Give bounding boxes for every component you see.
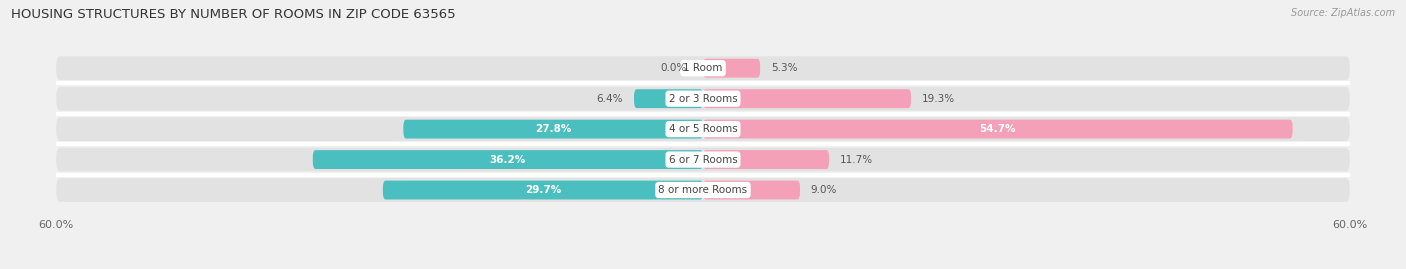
Text: HOUSING STRUCTURES BY NUMBER OF ROOMS IN ZIP CODE 63565: HOUSING STRUCTURES BY NUMBER OF ROOMS IN…: [11, 8, 456, 21]
Text: 29.7%: 29.7%: [524, 185, 561, 195]
Text: 1 Room: 1 Room: [683, 63, 723, 73]
Text: 9.0%: 9.0%: [811, 185, 837, 195]
FancyBboxPatch shape: [382, 180, 703, 200]
Text: 19.3%: 19.3%: [922, 94, 955, 104]
Text: 54.7%: 54.7%: [980, 124, 1017, 134]
FancyBboxPatch shape: [703, 150, 830, 169]
FancyBboxPatch shape: [404, 120, 703, 139]
Text: 5.3%: 5.3%: [770, 63, 797, 73]
FancyBboxPatch shape: [703, 180, 800, 200]
Text: 4 or 5 Rooms: 4 or 5 Rooms: [669, 124, 737, 134]
FancyBboxPatch shape: [56, 148, 1350, 171]
FancyBboxPatch shape: [634, 89, 703, 108]
Text: 0.0%: 0.0%: [661, 63, 688, 73]
Text: 8 or more Rooms: 8 or more Rooms: [658, 185, 748, 195]
FancyBboxPatch shape: [703, 59, 761, 78]
FancyBboxPatch shape: [56, 87, 1350, 111]
Text: 2 or 3 Rooms: 2 or 3 Rooms: [669, 94, 737, 104]
FancyBboxPatch shape: [312, 150, 703, 169]
FancyBboxPatch shape: [56, 56, 1350, 80]
FancyBboxPatch shape: [56, 178, 1350, 202]
Text: 27.8%: 27.8%: [534, 124, 571, 134]
Text: 6.4%: 6.4%: [596, 94, 623, 104]
Text: Source: ZipAtlas.com: Source: ZipAtlas.com: [1291, 8, 1395, 18]
Text: 6 or 7 Rooms: 6 or 7 Rooms: [669, 155, 737, 165]
Text: 36.2%: 36.2%: [489, 155, 526, 165]
FancyBboxPatch shape: [56, 117, 1350, 141]
FancyBboxPatch shape: [703, 89, 911, 108]
Text: 11.7%: 11.7%: [839, 155, 873, 165]
FancyBboxPatch shape: [703, 120, 1292, 139]
